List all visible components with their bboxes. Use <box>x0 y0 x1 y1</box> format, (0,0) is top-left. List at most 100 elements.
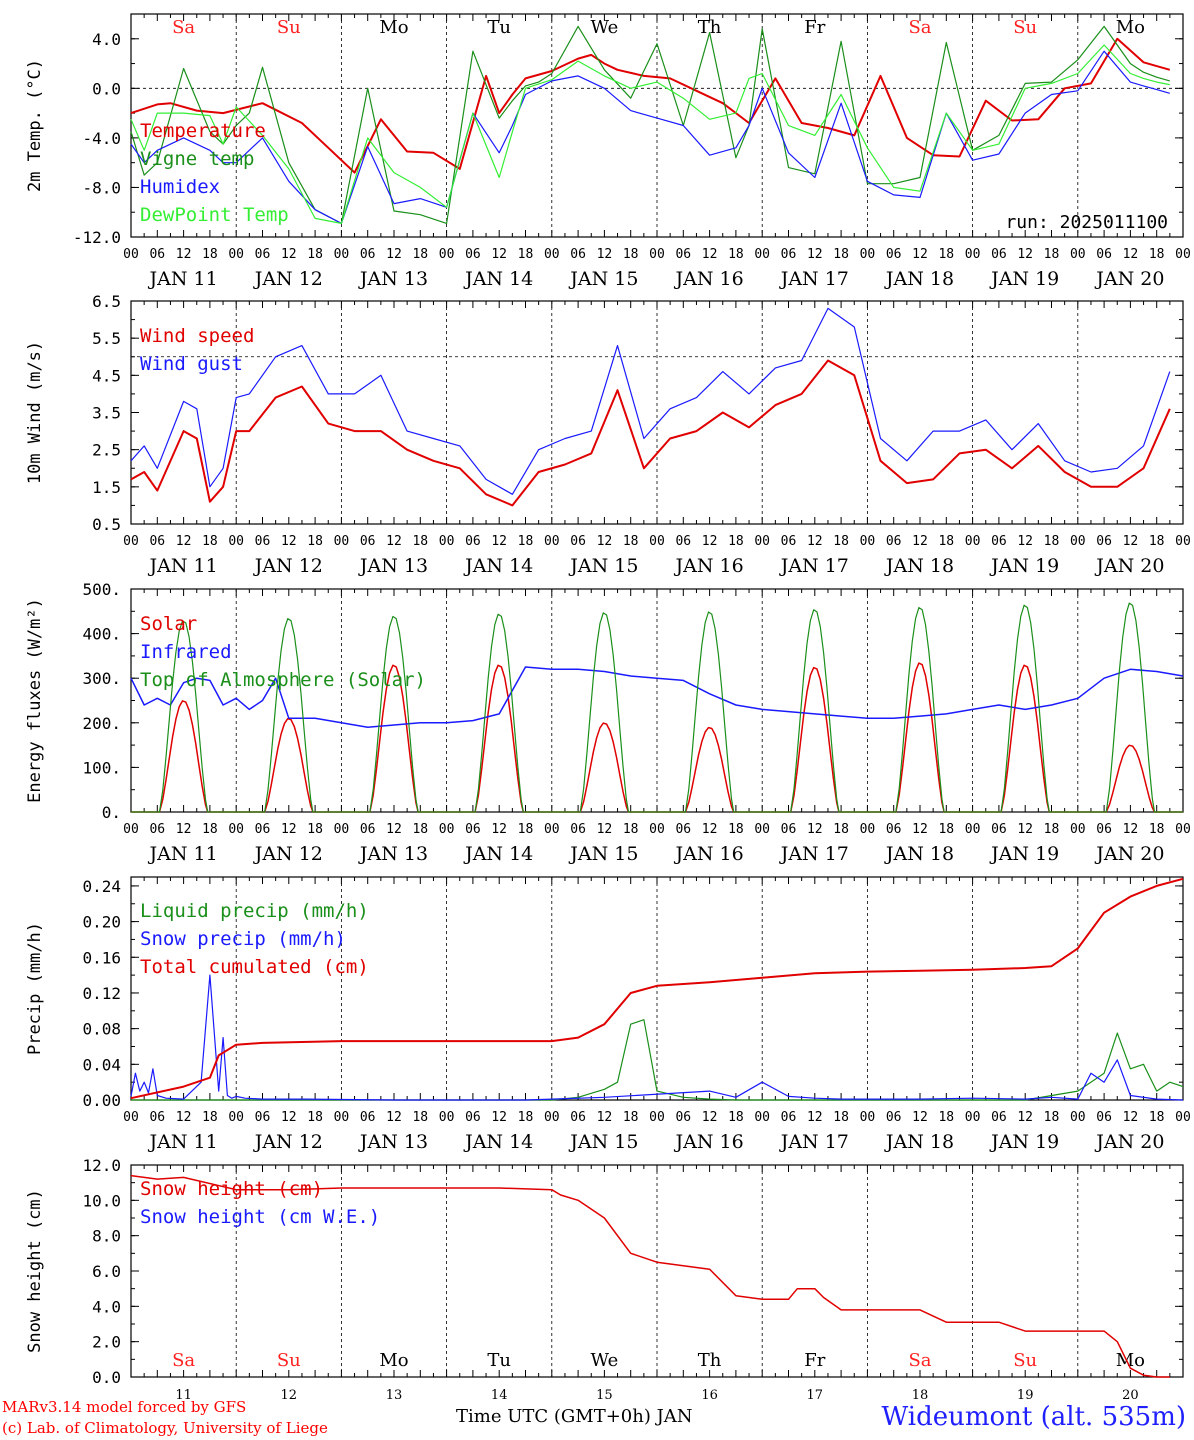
hour-tick-label: 18 <box>938 247 954 262</box>
hour-tick-label: 00 <box>649 822 665 837</box>
hour-tick-label: 06 <box>1096 1110 1112 1125</box>
hour-tick-label: 06 <box>465 822 481 837</box>
series-line-total-cumulated-cm- <box>130 877 1184 1100</box>
panel-frame-2 <box>130 588 1184 813</box>
y-tick-label: 100. <box>82 758 121 777</box>
hour-tick-label: 18 <box>623 1110 639 1125</box>
hour-tick-label: 06 <box>675 247 691 262</box>
hour-tick-label: 00 <box>334 1110 350 1125</box>
time-axis-title: Time UTC (GMT+0h) JAN <box>456 1406 693 1427</box>
y-tick-label: 2.0 <box>92 1333 121 1352</box>
hour-tick-label: 00 <box>965 534 981 549</box>
weekday-label: Sa <box>908 17 931 38</box>
hour-tick-label: 00 <box>544 822 560 837</box>
hour-tick-label: 18 <box>728 1110 744 1125</box>
y-axis-label: 10m Wind (m/s) <box>25 341 45 484</box>
hour-tick-label: 00 <box>544 1110 560 1125</box>
date-label: JAN 17 <box>779 1131 849 1153</box>
date-label: JAN 20 <box>1094 843 1164 865</box>
series-line-vigne-temp <box>130 25 1170 224</box>
hour-tick-label: 18 <box>1044 247 1060 262</box>
hour-tick-label: 06 <box>360 1110 376 1125</box>
panel-frame-0 <box>130 13 1184 238</box>
date-label: JAN 18 <box>884 1131 954 1153</box>
y-tick-label: -4.0 <box>82 129 121 148</box>
hour-tick-label: 00 <box>334 822 350 837</box>
y-tick-label: 0.08 <box>82 1020 121 1039</box>
hour-tick-label: 12 <box>702 247 718 262</box>
date-label: JAN 13 <box>358 843 428 865</box>
legend-entry: Wind speed <box>140 325 254 347</box>
hour-tick-label: 06 <box>781 247 797 262</box>
legend-entry: Infrared <box>140 641 232 663</box>
legend-entry: Total cumulated (cm) <box>140 956 369 978</box>
date-label: JAN 19 <box>989 1131 1059 1153</box>
hour-tick-label: 06 <box>149 822 165 837</box>
hour-tick-label: 00 <box>439 822 455 837</box>
hour-tick-label: 00 <box>1175 1110 1191 1125</box>
date-label: JAN 15 <box>568 268 638 290</box>
y-tick-label: 4.0 <box>92 1297 121 1316</box>
hour-tick-label: 12 <box>597 1110 613 1125</box>
hour-tick-label: 12 <box>807 534 823 549</box>
y-tick-label: 0.00 <box>82 1091 121 1110</box>
hour-tick-label: 12 <box>176 534 192 549</box>
y-axis-label: Energy fluxes (W/m²) <box>25 598 45 803</box>
hour-tick-label: 18 <box>1149 1110 1165 1125</box>
hour-tick-label: 00 <box>1175 822 1191 837</box>
hour-tick-label: 18 <box>518 1110 534 1125</box>
hour-tick-label: 00 <box>439 1110 455 1125</box>
y-tick-label: -8.0 <box>82 178 121 197</box>
hour-tick-label: 06 <box>781 1110 797 1125</box>
hour-tick-label: 18 <box>938 822 954 837</box>
hour-tick-label: 06 <box>991 1110 1007 1125</box>
y-tick-label: 300. <box>82 669 121 688</box>
hour-tick-label: 18 <box>518 822 534 837</box>
hour-tick-label: 06 <box>1096 822 1112 837</box>
hour-tick-label: 06 <box>149 534 165 549</box>
hour-tick-label: 18 <box>307 822 323 837</box>
weekday-label: Su <box>1013 17 1037 38</box>
hour-tick-label: 18 <box>938 1110 954 1125</box>
day-number-label: 19 <box>1017 1388 1034 1403</box>
date-label: JAN 14 <box>463 1131 533 1153</box>
hour-tick-label: 06 <box>886 534 902 549</box>
date-label: JAN 12 <box>253 268 323 290</box>
hour-tick-label: 00 <box>123 247 139 262</box>
y-tick-label: 6.5 <box>92 292 121 311</box>
hour-tick-label: 00 <box>228 247 244 262</box>
hour-tick-label: 18 <box>1149 534 1165 549</box>
y-tick-label: 500. <box>82 580 121 599</box>
hour-tick-label: 18 <box>1044 822 1060 837</box>
date-label: JAN 15 <box>568 1131 638 1153</box>
hour-tick-label: 06 <box>1096 247 1112 262</box>
hour-tick-label: 00 <box>1070 822 1086 837</box>
hour-tick-label: 12 <box>386 534 402 549</box>
hour-tick-label: 18 <box>833 534 849 549</box>
date-label: JAN 19 <box>989 268 1059 290</box>
y-tick-label: 3.5 <box>92 404 121 423</box>
hour-tick-label: 00 <box>228 822 244 837</box>
hour-tick-label: 18 <box>202 1110 218 1125</box>
legend-entry: Temperature <box>140 120 266 142</box>
hour-tick-label: 06 <box>255 247 271 262</box>
date-label: JAN 18 <box>884 555 954 577</box>
hour-tick-label: 00 <box>1175 534 1191 549</box>
date-label: JAN 15 <box>568 843 638 865</box>
day-number-label: 16 <box>701 1388 718 1403</box>
hour-tick-label: 18 <box>938 534 954 549</box>
legend-entry: Vigne temp <box>140 148 254 170</box>
legend-entry: Wind gust <box>140 353 243 375</box>
hour-tick-label: 12 <box>386 1110 402 1125</box>
y-tick-label: 10.0 <box>82 1191 121 1210</box>
model-credit: MARv3.14 model forced by GFS <box>2 1398 247 1416</box>
weekday-label: We <box>591 17 619 38</box>
hour-tick-label: 12 <box>386 822 402 837</box>
day-number-label: 12 <box>281 1388 298 1403</box>
date-label: JAN 16 <box>674 1131 744 1153</box>
weekday-label: Sa <box>908 1350 931 1371</box>
hour-tick-label: 12 <box>1017 822 1033 837</box>
date-label: JAN 12 <box>253 1131 323 1153</box>
y-tick-label: 0.0 <box>92 79 121 98</box>
date-label: JAN 18 <box>884 268 954 290</box>
